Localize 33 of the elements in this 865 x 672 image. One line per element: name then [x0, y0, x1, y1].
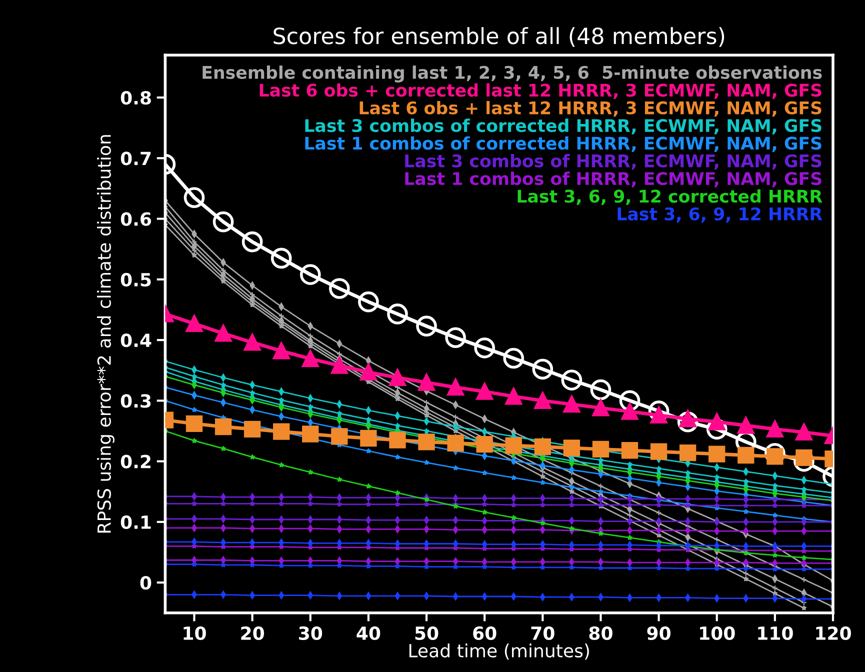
y-tick-label: 0.6 — [120, 212, 152, 226]
text: Last 3, 6, 9, 12 corrected HRRR — [518, 189, 822, 206]
y-tick-label: 0.8 — [120, 91, 151, 105]
y-tick-label: 0.1 — [120, 515, 151, 530]
x-tick-label: 90 — [647, 626, 670, 640]
x-tick-label: 60 — [473, 626, 496, 640]
y-tick-label: 0.7 — [120, 152, 151, 166]
y-axis-title: RPSS using error**2 and climate distribution — [97, 135, 114, 533]
text: Last 6 obs + corrected last 12 HRRR, 3 ECMWF, NAM, GFS — [260, 83, 822, 99]
text: Last 1 combos of corrected HRRR, ECMWF, NAM, GFS — [305, 136, 822, 152]
x-tick-label: 30 — [299, 626, 322, 640]
x-tick-label: 20 — [241, 626, 264, 640]
x-tick-label: 80 — [589, 626, 612, 640]
text: Last 3 combos of HRRR, ECMWF, NAM, GFS — [405, 154, 822, 170]
text: Last 1 combos of HRRR, ECMWF, NAM, GFS — [405, 172, 822, 188]
x-tick-label: 110 — [758, 626, 793, 640]
x-axis-title: Lead time (minutes) — [409, 644, 589, 660]
x-tick-label: 70 — [531, 626, 554, 640]
x-tick-label: 50 — [415, 626, 438, 640]
y-tick-label: 0 — [140, 576, 152, 590]
y-tick-label: 0.2 — [120, 454, 150, 468]
y-tick-label: 0.4 — [120, 334, 152, 348]
chart-title: Scores for ensemble of all (48 members) — [274, 27, 724, 47]
y-tick-label: 0.5 — [120, 272, 151, 287]
text: Last 3 combos of corrected HRRR, ECWMF, NAM, GFS — [305, 118, 822, 134]
y-tick-label: 0.3 — [120, 394, 151, 408]
x-tick-label: 100 — [700, 626, 735, 640]
text: Ensemble containing last 1, 2, 3, 4, 5, 6 5-minute observations — [202, 66, 822, 82]
x-tick-label: 120 — [816, 626, 851, 640]
x-tick-label: 40 — [356, 626, 380, 640]
text: Last 6 obs + last 12 HRRR, 3 ECMWF, NAM, GFS — [360, 100, 822, 117]
x-tick-label: 10 — [184, 626, 206, 640]
text: Last 3, 6, 9, 12 HRRR — [618, 207, 822, 223]
